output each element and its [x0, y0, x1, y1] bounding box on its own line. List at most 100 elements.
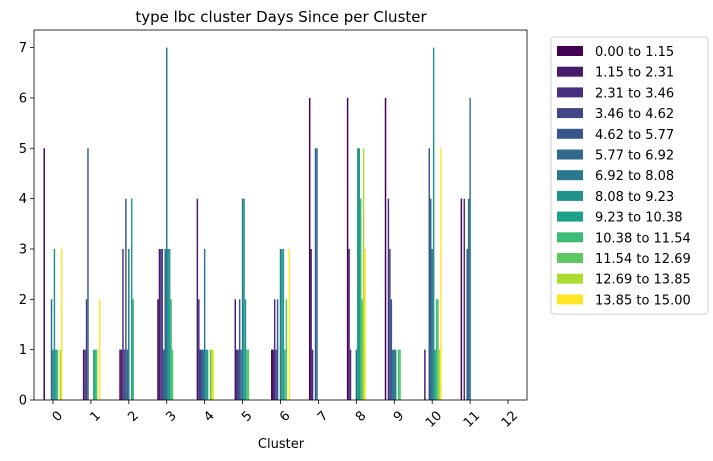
bar-cluster-3-series-9 — [170, 299, 172, 400]
bar-cluster-1-series-10 — [95, 349, 98, 400]
legend-swatch — [557, 211, 583, 222]
bar-cluster-2-series-5 — [126, 349, 129, 400]
bar-cluster-0-series-8 — [55, 349, 57, 400]
bar-cluster-8-series-9 — [359, 198, 362, 400]
bar-cluster-6-series-3 — [275, 349, 277, 400]
y-tick-label: 2 — [19, 293, 27, 308]
bar-cluster-1-series-8 — [93, 349, 95, 400]
bar-cluster-10-series-4 — [428, 148, 431, 400]
bar-cluster-5-series-5 — [240, 349, 242, 400]
bar-cluster-5-series-10 — [247, 349, 250, 400]
bar-cluster-3-series-4 — [163, 349, 165, 400]
legend-swatch — [557, 149, 583, 160]
x-tick-label: 7 — [315, 408, 331, 424]
legend-entry: 11.54 to 12.69 — [595, 252, 691, 267]
bar-cluster-4-series-1 — [196, 198, 199, 400]
bar-cluster-3-series-3 — [161, 248, 164, 400]
bar-cluster-9-series-4 — [390, 299, 393, 400]
bar-cluster-0-series-11 — [59, 349, 61, 400]
bar-cluster-6-series-1 — [272, 349, 274, 400]
x-axis: 0 1 2 3 4 5 6 7 8 9 10 11 12 — [50, 400, 521, 431]
y-tick-label: 7 — [19, 41, 27, 56]
bar-cluster-2-series-3 — [123, 349, 126, 400]
legend-entry: 4.62 to 5.77 — [595, 128, 674, 143]
bar-cluster-11-series-2 — [463, 198, 466, 400]
bar-cluster-3-series-10 — [171, 349, 174, 400]
y-tick-label: 4 — [19, 192, 27, 207]
bar-cluster-8-series-1 — [348, 248, 350, 400]
bar-cluster-3-series-7 — [167, 248, 169, 400]
bar-cluster-4-series-10 — [209, 349, 212, 400]
bar-cluster-10-series-12 — [440, 148, 442, 400]
bar-cluster-8-series-0 — [346, 97, 349, 401]
bar-cluster-6-series-12 — [288, 248, 290, 400]
bar-cluster-1-series-12 — [98, 299, 101, 400]
bar-cluster-6-series-6 — [279, 248, 282, 400]
y-tick-label: 1 — [19, 343, 27, 358]
bar-cluster-5-series-8 — [244, 299, 247, 400]
bar-cluster-3-series-6 — [166, 47, 168, 401]
legend-entry: 12.69 to 13.85 — [595, 273, 691, 288]
bar-cluster-7-series-1 — [310, 248, 312, 400]
legend-swatch — [557, 190, 583, 201]
y-tick-label: 0 — [19, 394, 27, 409]
bar-cluster-8-series-2 — [349, 349, 352, 400]
bar-cluster-2-series-1 — [120, 349, 123, 400]
bar-cluster-9-series-10 — [399, 349, 401, 400]
bar-cluster-8-series-10 — [361, 299, 363, 400]
bar-cluster-9-series-2 — [387, 198, 390, 400]
bar-cluster-6-series-7 — [281, 248, 283, 400]
x-tick-label: 4 — [201, 408, 217, 424]
bar-cluster-2-series-9 — [132, 299, 134, 400]
legend-entry: 6.92 to 8.08 — [595, 169, 674, 184]
bar-cluster-0-series-5 — [50, 299, 53, 400]
legend-swatch — [557, 232, 583, 243]
x-tick-label: 6 — [277, 408, 293, 424]
x-tick-label: 9 — [391, 408, 407, 424]
legend-swatch — [557, 253, 583, 263]
bar-cluster-0-series-0 — [43, 148, 45, 400]
bar-cluster-3-series-2 — [160, 248, 162, 400]
bar-cluster-8-series-11 — [362, 148, 365, 400]
bar-cluster-0-series-9 — [56, 349, 59, 400]
bar-cluster-5-series-9 — [246, 349, 248, 400]
legend-swatch — [557, 294, 583, 305]
bar-cluster-2-series-0 — [119, 349, 121, 400]
legend-swatch — [557, 66, 583, 77]
bar-cluster-2-series-6 — [128, 248, 130, 400]
bar-cluster-8-series-7 — [357, 148, 359, 400]
legend-entry: 1.15 to 2.31 — [595, 66, 674, 81]
x-tick-label: 2 — [125, 408, 141, 424]
bar-cluster-4-series-11 — [211, 349, 213, 400]
legend-entry: 0.00 to 1.15 — [595, 45, 674, 60]
bar-cluster-5-series-7 — [243, 198, 245, 400]
legend-swatch — [557, 46, 583, 56]
bar-cluster-10-series-8 — [434, 349, 436, 400]
bar-cluster-5-series-3 — [237, 349, 239, 400]
x-tick-label: 8 — [353, 408, 369, 424]
y-tick-label: 3 — [19, 242, 27, 257]
legend-entry: 3.46 to 4.62 — [595, 107, 674, 122]
legend-box — [550, 36, 709, 315]
bar-cluster-1-series-2 — [84, 349, 86, 400]
y-tick-label: 5 — [19, 142, 27, 157]
bar-cluster-10-series-6 — [431, 248, 433, 400]
bar-cluster-6-series-10 — [285, 299, 288, 400]
bar-cluster-5-series-4 — [238, 299, 241, 400]
bar-cluster-3-series-5 — [164, 248, 166, 400]
bar-cluster-0-series-7 — [53, 248, 56, 400]
bar-cluster-6-series-9 — [284, 349, 286, 400]
bar-cluster-3-series-0 — [157, 299, 159, 400]
legend-swatch — [557, 128, 583, 139]
legend-entry: 5.77 to 6.92 — [595, 149, 674, 164]
bar-cluster-4-series-4 — [201, 349, 203, 400]
bar-cluster-11-series-4 — [466, 248, 468, 400]
bar-cluster-6-series-8 — [282, 248, 285, 400]
x-tick-label: 5 — [239, 408, 255, 424]
bar-cluster-7-series-4 — [314, 148, 317, 400]
bar-cluster-11-series-0 — [460, 198, 463, 400]
x-tick-label: 3 — [163, 408, 179, 424]
bar-cluster-4-series-8 — [206, 349, 209, 400]
bar-cluster-5-series-1 — [234, 299, 237, 400]
